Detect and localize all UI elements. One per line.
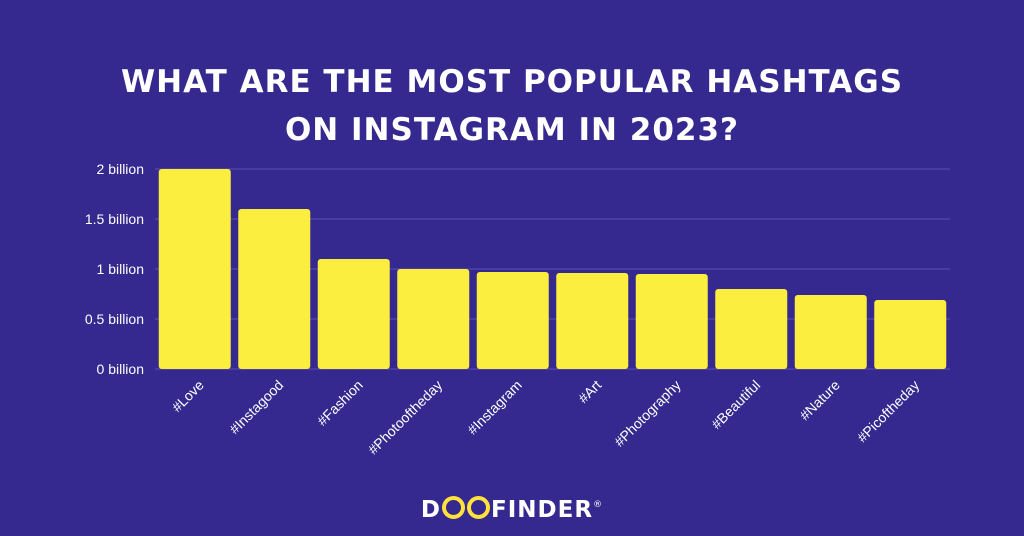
y-tick-label: 2 billion — [97, 161, 144, 177]
x-tick-label: #Nature — [796, 377, 843, 424]
x-tick-label: #Picoftheday — [854, 377, 923, 446]
chart-title: WHAT ARE THE MOST POPULAR HASHTAGS ON IN… — [0, 58, 1024, 154]
x-tick-label: #Art — [575, 377, 605, 407]
x-tick-label: #Love — [169, 377, 207, 415]
logo-text-start: D — [420, 497, 442, 523]
registered-mark: ® — [593, 500, 604, 510]
bar — [317, 259, 390, 369]
logo-text-end: FINDER — [491, 497, 594, 523]
x-tick-label: #Fashion — [314, 377, 366, 429]
x-tick-label: #Instagram — [464, 377, 525, 438]
bar — [238, 209, 311, 369]
bar — [476, 272, 549, 369]
x-tick-label: #Photography — [611, 377, 684, 450]
x-tick-label: #Beautiful — [708, 377, 763, 432]
bar — [794, 295, 867, 369]
bar — [635, 274, 708, 369]
logo-ring-icon — [467, 496, 491, 519]
bar — [158, 169, 231, 369]
y-tick-label: 1 billion — [97, 261, 144, 277]
bar — [556, 273, 629, 369]
bar — [874, 300, 947, 369]
chart-title-line-2: ON INSTAGRAM IN 2023? — [284, 112, 740, 148]
y-tick-label: 0.5 billion — [85, 311, 144, 327]
y-tick-label: 0 billion — [97, 361, 144, 377]
chart-title-line-1: WHAT ARE THE MOST POPULAR HASHTAGS — [120, 64, 904, 100]
x-tick-label: #Instagood — [226, 377, 286, 437]
bar — [715, 289, 788, 369]
y-tick-label: 1.5 billion — [85, 211, 144, 227]
doofinder-logo: D FINDER® — [0, 496, 1024, 523]
x-tick-label: #Photooftheday — [365, 377, 446, 458]
logo-ring-icon — [442, 496, 466, 519]
bar — [397, 269, 470, 369]
